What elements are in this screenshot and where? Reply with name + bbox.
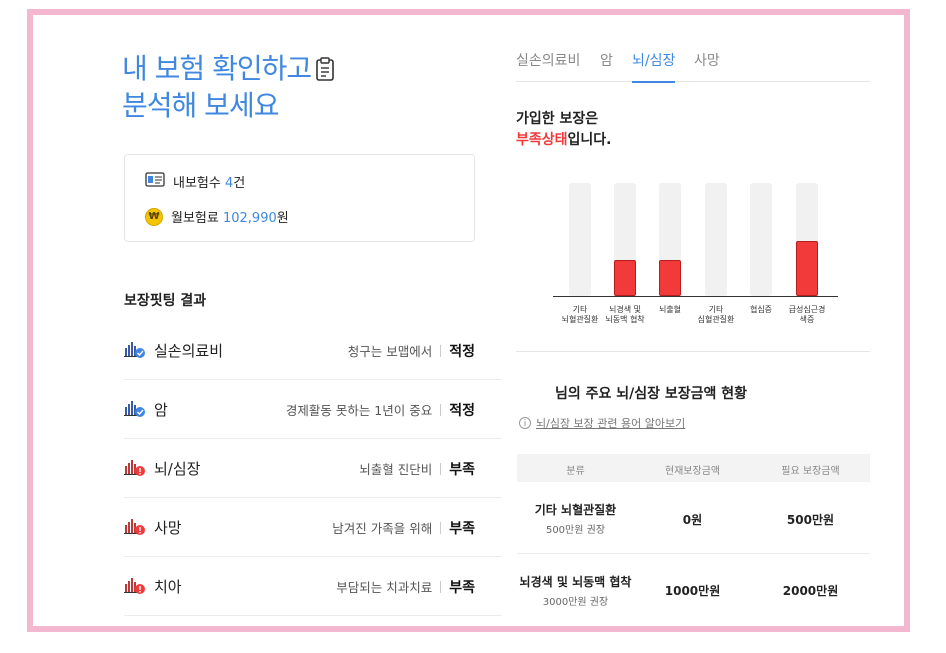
bar-track (569, 183, 591, 296)
coverage-amount-title: 님의 주요 뇌/심장 보장금액 현황 (555, 386, 748, 402)
fitting-description: 뇌출혈 진단비 (359, 462, 433, 477)
row-recommendation: 3000만원 권장 (542, 597, 609, 608)
separator (440, 580, 442, 593)
chart-check-icon (124, 399, 146, 421)
column-header: 현재보장금액 (664, 466, 721, 477)
row-label: 기타 뇌혈관질환 (534, 503, 617, 517)
table-row: 기타 뇌혈관질환 500만원 권장 0원 500만원 (517, 484, 870, 554)
clipboard-icon (315, 55, 335, 89)
tab-brain-heart[interactable]: 뇌/심장 (632, 50, 676, 83)
current-amount: 0원 (682, 513, 703, 527)
id-card-icon (145, 171, 165, 191)
coverage-status-line2: 부족상태입니다. (516, 132, 612, 148)
insurance-count-row: 내보험수 4건 (145, 171, 245, 191)
page-frame (27, 9, 910, 632)
separator (440, 521, 442, 534)
x-tick-label: 기타 심혈관질환 (697, 305, 735, 324)
fitting-description: 부담되는 치과치료 (336, 580, 433, 595)
monthly-premium-row: ₩ 월보험료 102,990원 (145, 207, 289, 226)
bar-track (705, 183, 727, 296)
fitting-category: 암 (154, 401, 168, 419)
tab-cancer[interactable]: 암 (600, 53, 613, 69)
coverage-status-line1: 가입한 보장은 (516, 111, 599, 127)
row-recommendation: 500만원 권장 (545, 525, 606, 536)
monthly-premium-value: 102,990 (222, 211, 277, 226)
fitting-result: 부족 (449, 520, 475, 537)
chart-baseline (553, 296, 838, 297)
x-tick-label: 협심증 (749, 305, 773, 314)
fitting-result: 적정 (449, 402, 475, 419)
row-label: 뇌경색 및 뇌동맥 협착 (519, 575, 632, 589)
column-header: 필요 보장금액 (781, 466, 840, 477)
fitting-category: 실손의료비 (154, 342, 224, 360)
separator (440, 462, 442, 475)
fitting-row[interactable]: 뇌/심장 뇌출혈 진단비 부족 (124, 440, 501, 498)
fitting-result: 부족 (449, 461, 475, 478)
insurance-summary-card: 내보험수 4건 ₩ 월보험료 102,990원 (124, 154, 475, 242)
chart-warning-icon (124, 576, 146, 598)
table-row: 뇌경색 및 뇌동맥 협착 3000만원 권장 1000만원 2000만원 (517, 555, 870, 621)
fitting-description: 남겨진 가족을 위해 (332, 521, 433, 536)
fitting-category: 치아 (154, 578, 182, 596)
x-tick-label: 급성심근경 색증 (788, 305, 826, 324)
chart-check-icon (124, 340, 146, 362)
bar-track (750, 183, 772, 296)
bar (796, 241, 818, 296)
required-amount: 500만원 (786, 513, 835, 527)
fitting-result: 부족 (449, 579, 475, 596)
info-icon: i (519, 417, 531, 429)
fitting-category: 사망 (154, 519, 182, 537)
fitting-result-heading: 보장핏팅 결과 (124, 293, 207, 309)
separator (440, 403, 442, 416)
fitting-row[interactable]: 사망 남겨진 가족을 위해 부족 (124, 499, 501, 557)
coin-icon: ₩ (145, 207, 163, 226)
chart-warning-icon (124, 517, 146, 539)
coverage-tabs: 실손의료비 암 뇌/심장 사망 (516, 50, 870, 83)
fitting-row[interactable]: 치아 부담되는 치과치료 부족 (124, 558, 501, 616)
required-amount: 2000만원 (782, 584, 839, 598)
column-header: 분류 (566, 466, 585, 477)
bar (659, 260, 681, 296)
x-tick-label: 뇌경색 및 뇌동맥 협착 (605, 305, 645, 324)
fitting-description: 경제활동 못하는 1년이 중요 (285, 403, 433, 418)
x-tick-label: 뇌출혈 (658, 305, 682, 314)
fitting-result: 적정 (449, 343, 475, 360)
page-title: 내 보험 확인하고 분석해 보세요 (122, 52, 335, 123)
fitting-category: 뇌/심장 (154, 460, 201, 478)
insurance-count-value: 4 (224, 175, 234, 191)
section-divider (516, 351, 870, 352)
fitting-row[interactable]: 암 경제활동 못하는 1년이 중요 적정 (124, 381, 501, 439)
tab-medical[interactable]: 실손의료비 (516, 53, 581, 69)
coverage-table-header: 분류 현재보장금액 필요 보장금액 (517, 454, 870, 482)
separator (440, 344, 442, 357)
current-amount: 1000만원 (664, 584, 721, 598)
terms-link[interactable]: i 뇌/심장 보장 관련 용어 알아보기 (519, 415, 685, 431)
bar (614, 260, 636, 296)
tab-death[interactable]: 사망 (694, 53, 720, 69)
fitting-description: 청구는 보맵에서 (347, 344, 433, 359)
fitting-row[interactable]: 실손의료비 청구는 보맵에서 적정 (124, 322, 501, 380)
x-tick-label: 기타 뇌혈관질환 (561, 305, 599, 324)
chart-warning-icon (124, 458, 146, 480)
